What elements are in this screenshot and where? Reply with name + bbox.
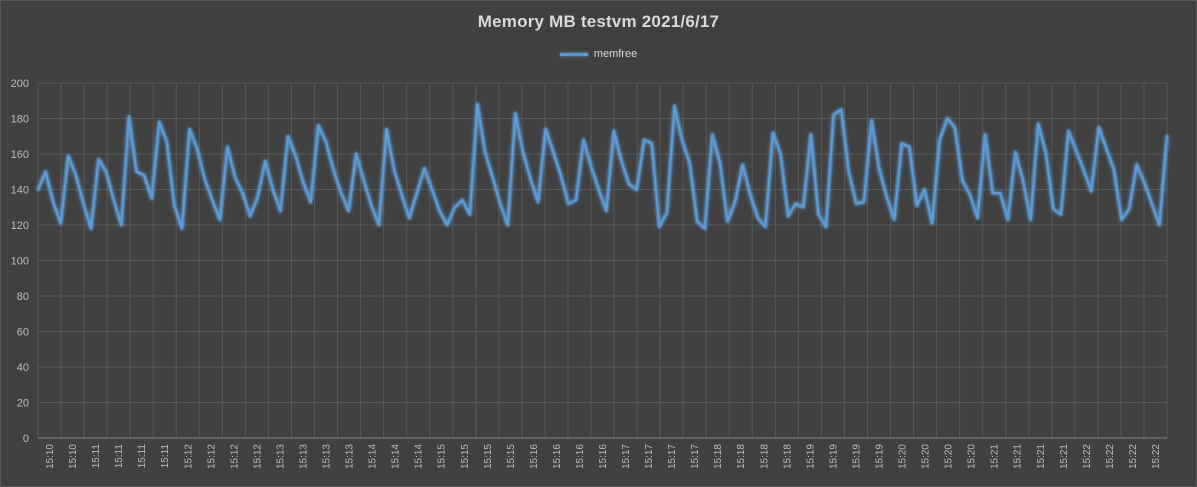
x-tick-label: 15:20 xyxy=(921,444,932,469)
x-tick-label: 15:15 xyxy=(483,444,494,469)
y-tick-label: 20 xyxy=(17,398,29,410)
x-tick-label: 15:20 xyxy=(944,444,955,469)
x-tick-label: 15:21 xyxy=(990,444,1001,469)
x-tick-label: 15:17 xyxy=(690,444,701,469)
x-tick-label: 15:16 xyxy=(552,444,563,469)
x-tick-label: 15:22 xyxy=(1151,444,1162,469)
y-tick-label: 80 xyxy=(17,291,29,303)
x-tick-label: 15:18 xyxy=(713,444,724,469)
x-tick-label: 15:22 xyxy=(1082,444,1093,469)
x-tick-label: 15:13 xyxy=(322,444,333,469)
x-tick-label: 15:18 xyxy=(759,444,770,469)
x-tick-label: 15:19 xyxy=(805,444,816,469)
y-tick-label: 40 xyxy=(17,362,29,374)
x-tick-label: 15:18 xyxy=(782,444,793,469)
series-line-memfree xyxy=(36,103,1169,230)
x-tick-label: 15:10 xyxy=(68,444,79,469)
y-tick-label: 180 xyxy=(11,114,29,126)
legend-swatch-memfree xyxy=(559,52,588,56)
y-tick-label: 200 xyxy=(11,78,29,90)
y-tick-label: 100 xyxy=(11,256,29,268)
x-tick-label: 15:21 xyxy=(1059,444,1070,469)
x-tick-label: 15:11 xyxy=(160,444,171,469)
chart-title: Memory MB testvm 2021/6/17 xyxy=(477,12,720,31)
x-tick-label: 15:16 xyxy=(598,444,609,469)
x-tick-label: 15:12 xyxy=(252,444,263,469)
x-tick-label: 15:15 xyxy=(506,444,517,469)
x-tick-label: 15:18 xyxy=(736,444,747,469)
x-tick-label: 15:21 xyxy=(1013,444,1024,469)
x-tick-label: 15:11 xyxy=(114,444,125,469)
legend: memfree xyxy=(1,48,1196,60)
x-tick-label: 15:21 xyxy=(1036,444,1047,469)
x-tick-label: 15:11 xyxy=(91,444,102,469)
y-tick-label: 0 xyxy=(23,433,29,445)
x-tick-label: 15:14 xyxy=(414,444,425,469)
y-tick-label: 160 xyxy=(11,149,29,161)
x-tick-label: 15:11 xyxy=(137,444,148,469)
x-tick-label: 15:13 xyxy=(275,444,286,469)
x-tick-label: 15:13 xyxy=(298,444,309,469)
x-tick-label: 15:16 xyxy=(529,444,540,469)
x-tick-label: 15:17 xyxy=(667,444,678,469)
x-tick-label: 15:19 xyxy=(828,444,839,469)
x-tick-label: 15:19 xyxy=(874,444,885,469)
x-tick-label: 15:22 xyxy=(1105,444,1116,469)
legend-label-memfree: memfree xyxy=(593,48,638,60)
x-tick-label: 15:12 xyxy=(206,444,217,469)
x-tick-label: 15:12 xyxy=(183,444,194,469)
x-tick-label: 15:17 xyxy=(644,444,655,469)
x-tick-label: 15:22 xyxy=(1128,444,1139,469)
x-tick-label: 15:20 xyxy=(898,444,909,469)
y-tick-label: 140 xyxy=(11,185,29,197)
x-tick-label: 15:15 xyxy=(437,444,448,469)
x-tick-label: 15:10 xyxy=(45,444,56,469)
x-tick-label: 15:15 xyxy=(460,444,471,469)
x-tick-label: 15:20 xyxy=(967,444,978,469)
x-tick-label: 15:17 xyxy=(621,444,632,469)
x-tick-label: 15:19 xyxy=(851,444,862,469)
y-tick-label: 120 xyxy=(11,220,29,232)
x-tick-label: 15:16 xyxy=(575,444,586,469)
x-tick-label: 15:14 xyxy=(368,444,379,469)
series-line-glow-memfree xyxy=(35,101,1170,232)
y-tick-label: 60 xyxy=(17,327,29,339)
x-tick-label: 15:13 xyxy=(345,444,356,469)
x-tick-label: 15:12 xyxy=(229,444,240,469)
x-tick-label: 15:14 xyxy=(391,444,402,469)
